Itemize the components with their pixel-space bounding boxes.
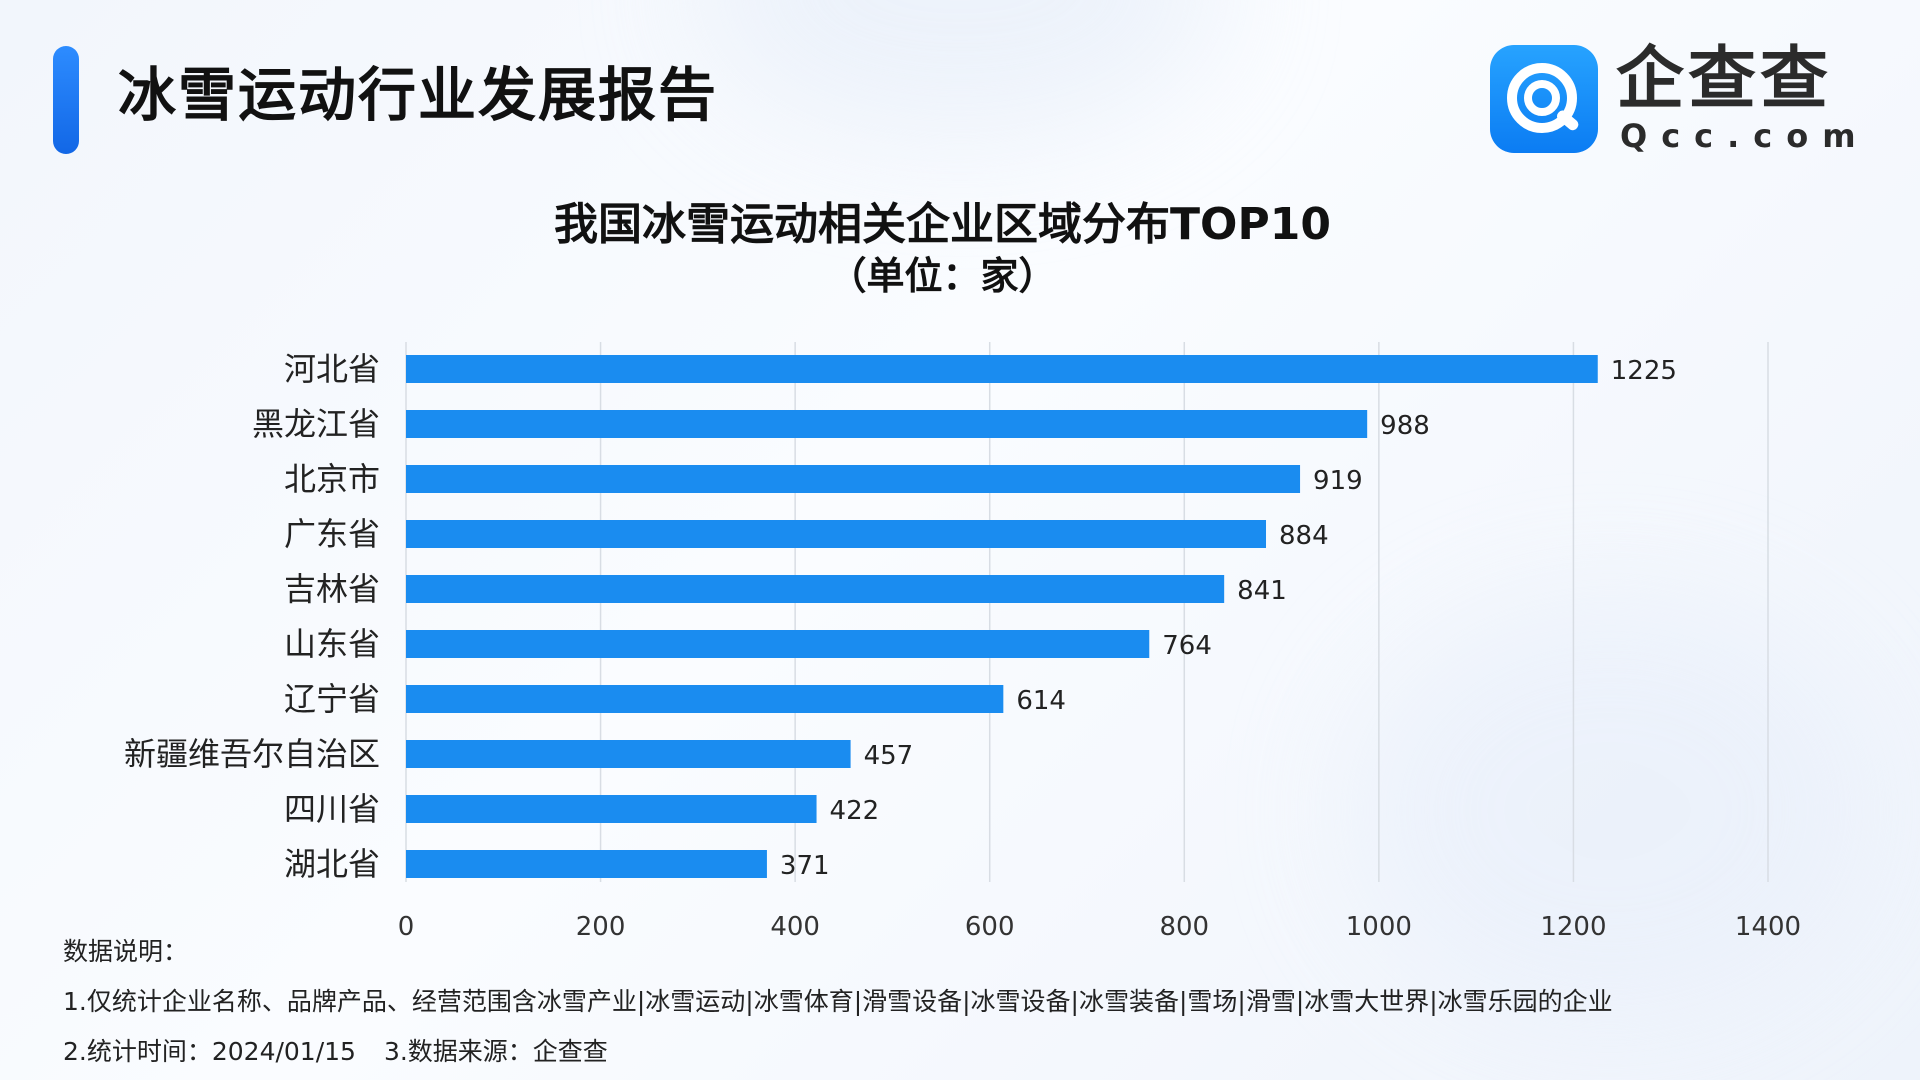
value-label: 884 <box>1279 521 1329 551</box>
category-label: 湖北省 <box>284 845 380 883</box>
category-label: 新疆维吾尔自治区 <box>124 735 380 773</box>
bar <box>406 520 1267 548</box>
category-label: 黑龙江省 <box>252 405 380 443</box>
x-tick-label: 800 <box>1159 912 1209 942</box>
category-label: 山东省 <box>284 625 380 663</box>
category-label: 河北省 <box>284 350 380 388</box>
category-label: 辽宁省 <box>284 680 380 718</box>
report-title: 冰雪运动行业发展报告 <box>118 61 719 129</box>
value-label: 919 <box>1313 466 1363 496</box>
value-label: 422 <box>830 796 880 826</box>
bar <box>406 740 851 768</box>
category-label: 四川省 <box>284 790 380 828</box>
background-glow <box>1350 600 1870 1020</box>
bar <box>406 410 1368 438</box>
value-label: 614 <box>1016 686 1066 716</box>
notes-heading: 数据说明： <box>63 937 189 966</box>
notes-criteria: 1.仅统计企业名称、品牌产品、经营范围含冰雪产业|冰雪运动|冰雪体育|滑雪设备|… <box>63 987 1613 1016</box>
bars <box>406 355 1598 878</box>
labels: 0 200 400 600 800 1000 1200 1400 河北省 1225 黑龙江省 988 北… <box>124 350 1801 942</box>
bar <box>406 630 1150 658</box>
chart-title: 我国冰雪运动相关企业区域分布TOP10 <box>554 199 1331 250</box>
bar <box>406 685 1004 713</box>
bar <box>406 795 817 823</box>
chart-subtitle: （单位：家） <box>828 254 1057 298</box>
value-label: 457 <box>864 741 914 771</box>
value-label: 764 <box>1162 631 1212 661</box>
x-tick-label: 0 <box>398 912 415 942</box>
x-tick-label: 1000 <box>1346 912 1412 942</box>
x-tick-label: 1400 <box>1735 912 1801 942</box>
logo-name: 企查查 <box>1616 40 1833 119</box>
bar <box>406 355 1598 383</box>
bar <box>406 850 767 878</box>
x-tick-label: 1200 <box>1540 912 1606 942</box>
x-tick-label: 600 <box>965 912 1015 942</box>
bar <box>406 575 1225 603</box>
x-tick-label: 400 <box>770 912 820 942</box>
notes-stat-date: 2.统计时间：2024/01/15 <box>63 1037 356 1066</box>
logo-domain: Qcc.com <box>1620 117 1870 155</box>
value-label: 371 <box>780 851 830 881</box>
value-label: 1225 <box>1611 356 1677 386</box>
category-label: 北京市 <box>284 460 380 498</box>
title-accent-bar <box>53 46 79 154</box>
x-tick-label: 200 <box>576 912 626 942</box>
notes-source: 3.数据来源：企查查 <box>383 1037 608 1066</box>
value-label: 841 <box>1237 576 1287 606</box>
category-label: 广东省 <box>284 515 380 553</box>
category-label: 吉林省 <box>284 570 380 608</box>
notes-meta: 2.统计时间：2024/01/15 3.数据来源：企查查 <box>63 1035 608 1069</box>
bar <box>406 465 1301 493</box>
qcc-magnifier-icon <box>1490 45 1598 153</box>
value-label: 988 <box>1380 411 1430 441</box>
